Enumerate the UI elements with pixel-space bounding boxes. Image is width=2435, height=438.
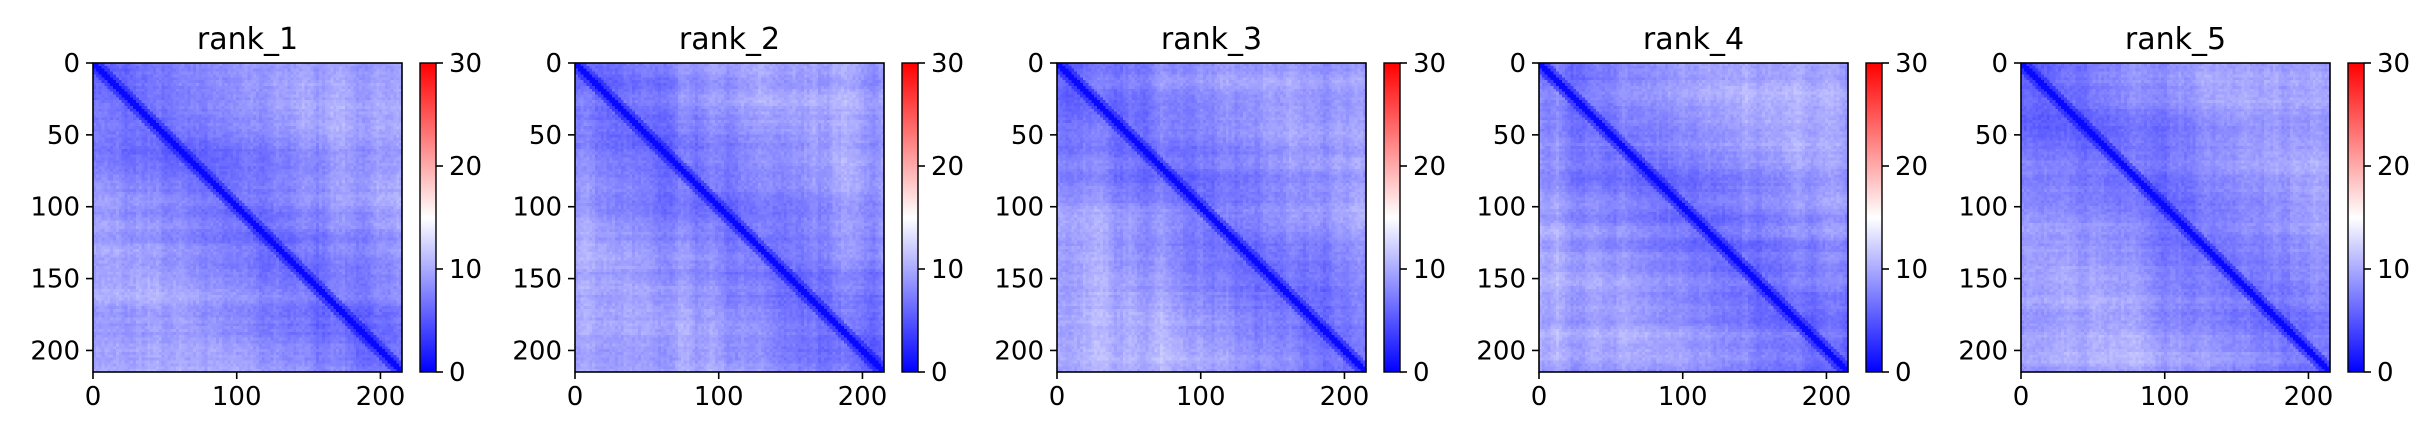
y-tick-label: 0	[1991, 49, 2008, 79]
x-tick-label: 0	[1531, 382, 1548, 412]
x-tick-label: 0	[2013, 382, 2030, 412]
heatmap-image	[2021, 63, 2330, 372]
colorbar-tick-label: 20	[1895, 152, 1928, 182]
x-tick-label: 100	[2140, 382, 2190, 412]
y-tick-label: 50	[1975, 121, 2008, 151]
colorbar	[419, 62, 437, 373]
heatmap-image	[575, 63, 884, 372]
y-tick-label: 0	[63, 49, 80, 79]
y-tick-label: 100	[994, 193, 1044, 223]
axes-frame	[92, 62, 403, 373]
colorbar-tick-label: 20	[449, 152, 482, 182]
x-tick-label: 200	[838, 382, 888, 412]
y-tick-label: 0	[1509, 49, 1526, 79]
colorbar-tick-label: 10	[931, 255, 964, 285]
colorbar-tick-label: 10	[1413, 255, 1446, 285]
y-tick-label: 200	[1958, 336, 2008, 366]
colorbar-tick-label: 0	[1413, 358, 1430, 388]
y-tick-label: 200	[512, 336, 562, 366]
y-tick-label: 50	[1011, 121, 1044, 151]
colorbar-tick-label: 30	[1895, 49, 1928, 79]
x-tick-label: 200	[1320, 382, 1370, 412]
heatmap-image	[93, 63, 402, 372]
y-tick-label: 200	[30, 336, 80, 366]
colorbar-tick-label: 0	[449, 358, 466, 388]
colorbar-tick-label: 0	[1895, 358, 1912, 388]
y-tick-label: 150	[1476, 265, 1526, 295]
y-tick-label: 150	[30, 265, 80, 295]
y-tick-label: 0	[1027, 49, 1044, 79]
x-tick-label: 200	[356, 382, 406, 412]
x-tick-label: 100	[1176, 382, 1226, 412]
y-tick-label: 100	[512, 193, 562, 223]
y-tick-label: 150	[1958, 265, 2008, 295]
x-tick-label: 100	[212, 382, 262, 412]
y-tick-label: 200	[994, 336, 1044, 366]
y-tick-label: 100	[30, 193, 80, 223]
colorbar-tick-label: 0	[2377, 358, 2394, 388]
axes-frame	[1538, 62, 1849, 373]
colorbar-tick-label: 20	[1413, 152, 1446, 182]
x-tick-label: 100	[694, 382, 744, 412]
subplot-title: rank_5	[2125, 22, 2226, 57]
y-tick-label: 50	[47, 121, 80, 151]
y-tick-label: 150	[994, 265, 1044, 295]
colorbar-tick-label: 30	[1413, 49, 1446, 79]
subplot-title: rank_1	[197, 22, 298, 57]
axes-frame	[1056, 62, 1367, 373]
x-tick-label: 0	[567, 382, 584, 412]
x-tick-label: 200	[2284, 382, 2334, 412]
x-tick-label: 200	[1802, 382, 1852, 412]
colorbar-tick-label: 20	[931, 152, 964, 182]
x-tick-label: 0	[85, 382, 102, 412]
y-tick-label: 50	[529, 121, 562, 151]
y-tick-label: 0	[545, 49, 562, 79]
heatmap-image	[1057, 63, 1366, 372]
x-tick-label: 0	[1049, 382, 1066, 412]
colorbar	[2347, 62, 2365, 373]
y-tick-label: 100	[1476, 193, 1526, 223]
subplot-title: rank_4	[1643, 22, 1744, 57]
colorbar	[1383, 62, 1401, 373]
colorbar-tick-label: 30	[2377, 49, 2410, 79]
x-tick-label: 100	[1658, 382, 1708, 412]
y-tick-label: 150	[512, 265, 562, 295]
colorbar-tick-label: 30	[449, 49, 482, 79]
colorbar-tick-label: 0	[931, 358, 948, 388]
subplot-title: rank_2	[679, 22, 780, 57]
y-tick-label: 100	[1958, 193, 2008, 223]
y-tick-label: 50	[1493, 121, 1526, 151]
colorbar-tick-label: 20	[2377, 152, 2410, 182]
heatmap-image	[1539, 63, 1848, 372]
axes-frame	[574, 62, 885, 373]
y-tick-label: 200	[1476, 336, 1526, 366]
colorbar-tick-label: 10	[449, 255, 482, 285]
colorbar-tick-label: 10	[2377, 255, 2410, 285]
colorbar-tick-label: 30	[931, 49, 964, 79]
axes-frame	[2020, 62, 2331, 373]
colorbar	[901, 62, 919, 373]
colorbar-tick-label: 10	[1895, 255, 1928, 285]
colorbar	[1865, 62, 1883, 373]
subplot-title: rank_3	[1161, 22, 1262, 57]
